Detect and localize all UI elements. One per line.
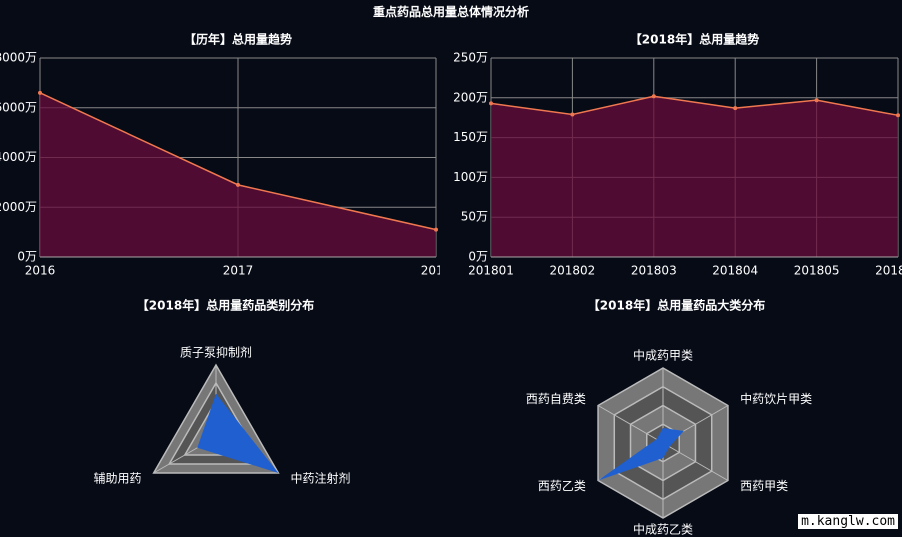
indicator-label: 西药乙类 <box>538 479 586 493</box>
indicator-label: 中成药甲类 <box>633 348 693 363</box>
y-tick-label: 150万 <box>453 130 488 144</box>
y-tick-label: 200万 <box>453 90 488 104</box>
indicator-label: 中成药乙类 <box>633 522 693 537</box>
x-tick-label: 201803 <box>631 264 677 278</box>
y-tick-label: 100万 <box>453 170 488 184</box>
point <box>570 112 575 117</box>
chart: 【历年】总用量趋势 0万 2000万 4000万 6000万 8000万 2016 2017 2… <box>0 32 440 278</box>
y-tick-label: 2000万 <box>0 200 37 214</box>
radar-area <box>598 428 684 481</box>
y-tick-label: 50万 <box>461 210 488 224</box>
chart-title: 【2018年】总用量药品类别分布 <box>137 298 314 313</box>
indicator-label: 西药自费类 <box>526 392 586 406</box>
indicator-label: 中药注射剂 <box>290 471 350 486</box>
x-tick-label: 201801 <box>468 264 514 278</box>
point <box>733 106 738 111</box>
y-tick-label: 4000万 <box>0 150 37 164</box>
indicator-label: 西药甲类 <box>740 479 788 493</box>
axis-line <box>597 405 664 444</box>
x-tick-label: 201804 <box>712 264 758 278</box>
x-tick-label: 2017 <box>223 264 254 278</box>
x-tick-label: 201806 <box>875 264 902 278</box>
point <box>896 113 900 118</box>
y-tick-label: 0万 <box>468 250 488 264</box>
indicator-label: 质子泵抑制剂 <box>180 345 252 360</box>
x-tick-label: 201802 <box>549 264 595 278</box>
point <box>38 90 42 95</box>
area <box>491 96 898 257</box>
y-tick-label: 0万 <box>17 250 37 264</box>
point <box>489 101 493 106</box>
point <box>236 182 240 187</box>
page-title: 重点药品总用量总体情况分析 <box>372 5 529 19</box>
chart: 【2018年】总用量趋势 0万 50万 100万 150万 200万 250万 201801 2… <box>453 32 902 278</box>
area <box>40 92 436 257</box>
x-tick-label: 201805 <box>794 264 840 278</box>
chart-title: 【历年】总用量趋势 <box>184 32 292 47</box>
indicator-label: 中药饮片甲类 <box>740 391 812 406</box>
chart-title: 【2018年】总用量趋势 <box>630 32 759 47</box>
y-tick-label: 250万 <box>453 51 488 65</box>
point <box>434 227 438 232</box>
axis-line <box>662 442 729 481</box>
indicator-label: 辅助用药 <box>94 472 142 486</box>
watermark: m.kanglw.com <box>798 514 898 529</box>
x-tick-label: 2016 <box>25 264 56 278</box>
y-tick-label: 8000万 <box>0 51 37 65</box>
line <box>490 95 899 117</box>
chart-title: 【2018年】总用量药品大类分布 <box>588 298 765 313</box>
point <box>651 94 656 99</box>
x-tick-label: 2018 <box>421 264 440 278</box>
y-tick-label: 6000万 <box>0 100 37 114</box>
point <box>814 98 819 103</box>
radar-area <box>197 393 279 473</box>
